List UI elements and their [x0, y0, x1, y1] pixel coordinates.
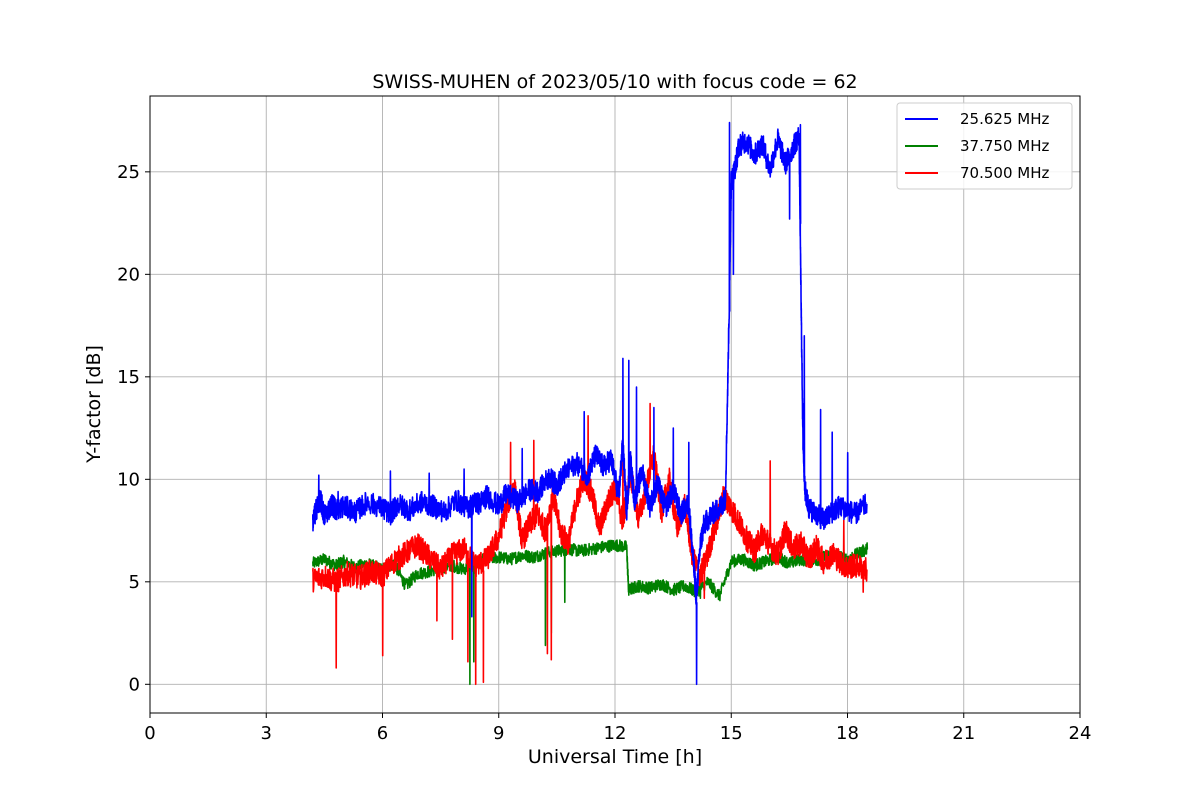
y-tick-label: 0 [129, 674, 140, 695]
series-layer [312, 121, 869, 686]
x-tick-label: 21 [952, 723, 975, 744]
x-axis: 0 3 6 9 12 15 18 21 24 [144, 713, 1091, 744]
y-axis: 0 5 10 15 20 25 [117, 162, 150, 695]
chart-title: SWISS-MUHEN of 2023/05/10 with focus cod… [372, 71, 857, 93]
x-tick-label: 6 [377, 723, 388, 744]
y-tick-label: 15 [117, 367, 140, 388]
series-line [312, 121, 868, 686]
x-tick-label: 18 [836, 723, 859, 744]
x-tick-label: 3 [261, 723, 272, 744]
legend: 25.625 MHz 37.750 MHz 70.500 MHz [896, 102, 1073, 190]
y-tick-label: 5 [129, 572, 140, 593]
y-tick-label: 20 [117, 264, 140, 285]
x-axis-label: Universal Time [h] [528, 746, 702, 768]
x-tick-label: 9 [493, 723, 504, 744]
legend-box [896, 102, 1073, 190]
y-tick-label: 25 [117, 162, 140, 183]
x-tick-label: 12 [604, 723, 627, 744]
series-0 [312, 121, 868, 686]
x-tick-label: 24 [1069, 723, 1092, 744]
legend-label: 37.750 MHz [960, 137, 1049, 155]
y-axis-label: Y-factor [dB] [83, 345, 105, 464]
legend-label: 25.625 MHz [960, 110, 1049, 128]
x-tick-label: 0 [144, 723, 155, 744]
x-tick-label: 15 [720, 723, 743, 744]
legend-label: 70.500 MHz [960, 164, 1049, 182]
y-tick-label: 10 [117, 469, 140, 490]
